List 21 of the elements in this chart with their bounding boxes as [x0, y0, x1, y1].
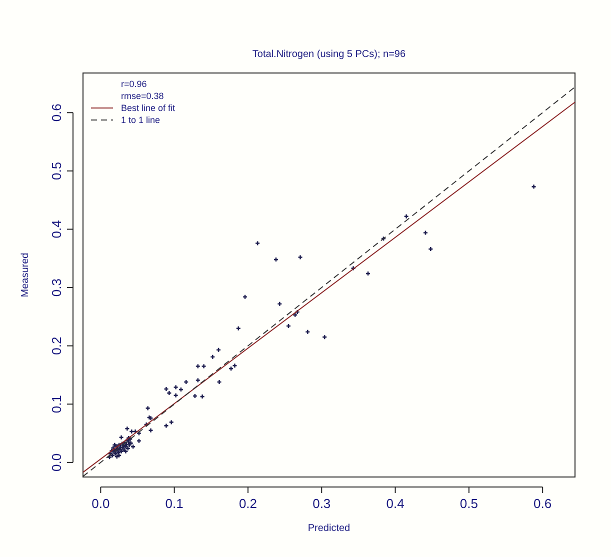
- legend-label: Best line of fit: [121, 103, 176, 113]
- x-tick-label: 0.4: [386, 496, 404, 511]
- y-axis-title: Measured: [20, 252, 31, 298]
- y-tick-label: 0.5: [49, 162, 64, 180]
- x-tick-label: 0.2: [238, 496, 258, 511]
- y-tick-label: 0.3: [49, 278, 64, 297]
- x-tick-label: 0.3: [312, 496, 331, 511]
- x-tick-label: 0.0: [92, 496, 110, 511]
- x-tick-label: 0.6: [534, 496, 552, 511]
- y-tick-label: 0.1: [49, 395, 64, 414]
- annotation: rmse=0.38: [121, 91, 164, 101]
- y-tick-label: 0.4: [49, 220, 64, 238]
- x-tick-label: 0.5: [460, 496, 478, 511]
- legend-label: 1 to 1 line: [121, 115, 160, 125]
- y-tick-label: 0.0: [49, 453, 64, 472]
- annotation: r=0.96: [121, 79, 147, 89]
- chart-title: Total.Nitrogen (using 5 PCs); n=96: [252, 49, 406, 60]
- x-tick-label: 0.1: [165, 496, 184, 511]
- y-tick-label: 0.2: [49, 336, 64, 355]
- x-axis-title: Predicted: [308, 523, 350, 534]
- y-tick-label: 0.6: [49, 104, 64, 122]
